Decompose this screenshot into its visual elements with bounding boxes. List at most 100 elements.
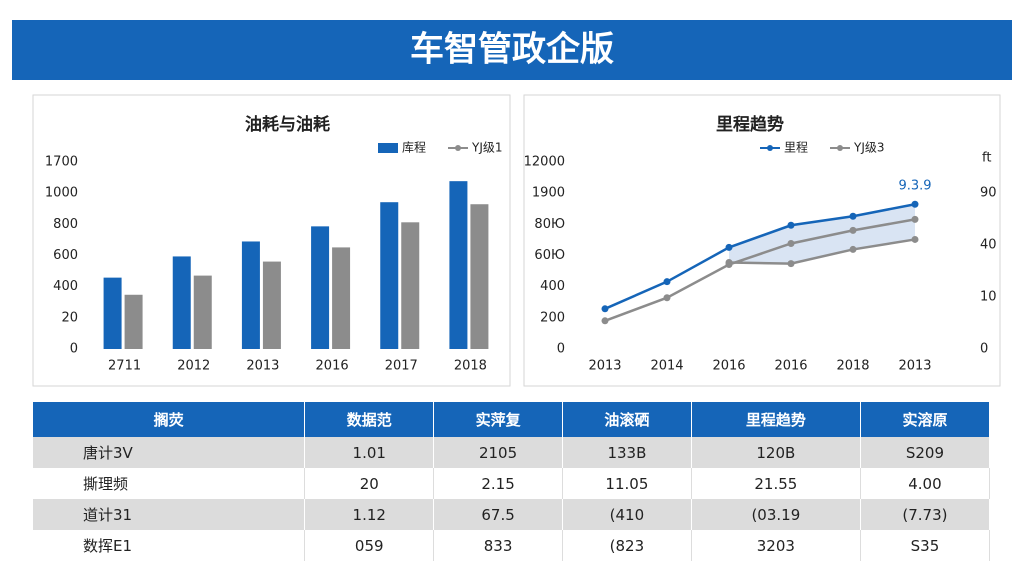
annotation: 9.3.9	[898, 179, 931, 194]
line	[604, 203, 916, 310]
point	[601, 317, 609, 325]
point	[663, 294, 671, 302]
point	[911, 200, 919, 208]
legend-label: 里程	[784, 140, 808, 155]
y-tick-label: 400	[53, 279, 78, 294]
bar	[332, 247, 351, 349]
x-tick-label: 2711	[108, 359, 141, 374]
table-cell: 2.15	[433, 468, 563, 499]
y-tick-label: 60Ю	[534, 248, 565, 263]
y-tick-label: 1900	[532, 186, 565, 201]
table-row: 道计31 1.12 67.5 (410 (03.19 (7.73)	[33, 499, 991, 530]
point	[787, 240, 795, 248]
table-cell: 道计31	[33, 499, 306, 530]
table-cell: 059	[304, 530, 435, 561]
table-cell: S35	[860, 530, 991, 561]
y-tick-label: 20	[61, 310, 78, 325]
point	[601, 305, 609, 313]
x-tick-label: 2016	[774, 359, 807, 374]
y-tick-label: 0	[70, 342, 78, 357]
column-header: 数据范	[304, 402, 435, 437]
table-cell: 1.01	[304, 437, 435, 468]
chart-title: 里程趋势	[716, 114, 784, 135]
legend-swatch	[767, 145, 773, 151]
table-cell: 4.00	[860, 468, 991, 499]
y2-tick-label: 40	[980, 238, 997, 253]
table-cell: 3203	[691, 530, 861, 561]
x-tick-label: 2013	[588, 359, 621, 374]
y-tick-label: 12000	[524, 155, 565, 170]
y-tick-label: 400	[540, 279, 565, 294]
legend-label: YJ级1	[471, 141, 503, 155]
table-cell: S209	[860, 437, 991, 468]
y2-axis-label: ft	[982, 151, 991, 166]
y2-tick-label: 10	[980, 290, 997, 305]
bar	[262, 261, 281, 349]
bar	[241, 241, 260, 349]
line	[604, 218, 916, 322]
bar	[470, 204, 489, 349]
bar	[172, 256, 191, 349]
table-cell: 唐计3V	[33, 437, 306, 468]
point	[849, 212, 857, 220]
point	[787, 221, 795, 229]
bar	[449, 181, 468, 349]
chart-title: 油耗与油耗	[245, 114, 330, 135]
x-tick-label: 2014	[650, 359, 683, 374]
point	[725, 261, 733, 269]
column-header: 油滚硒	[562, 402, 692, 437]
y-tick-label: 0	[557, 342, 565, 357]
table-cell: 11.05	[562, 468, 692, 499]
legend-label: YJ级3	[853, 141, 885, 155]
table-cell: (7.73)	[860, 499, 991, 530]
table-cell: (410	[562, 499, 692, 530]
legend-swatch	[455, 145, 461, 151]
x-tick-label: 2016	[316, 359, 349, 374]
table-row: 撕理频 20 2.15 11.05 21.55 4.00	[33, 468, 991, 499]
table-cell: (823	[562, 530, 692, 561]
table-cell: 120B	[691, 437, 861, 468]
table-cell: 数挥E1	[33, 530, 306, 561]
table-row: 唐计3V 1.01 2105 133B 120B S209	[33, 437, 991, 468]
table-row: 数挥E1 059 833 (823 3203 S35	[33, 530, 991, 561]
x-tick-label: 2013	[898, 359, 931, 374]
line	[728, 238, 916, 265]
table-cell: 2105	[433, 437, 563, 468]
table-cell: 1.12	[304, 499, 435, 530]
y2-tick-label: 0	[980, 342, 988, 357]
header-bar	[12, 20, 1012, 80]
table-cell: 撕理频	[33, 468, 306, 499]
legend-label: 库程	[402, 140, 426, 155]
x-tick-label: 2018	[836, 359, 869, 374]
legend-swatch	[837, 145, 843, 151]
point	[787, 260, 795, 268]
table-cell: 67.5	[433, 499, 563, 530]
y-tick-label: 800	[53, 217, 78, 232]
bar	[401, 222, 420, 349]
data-table: 搁荧 数据范 实萍复 油滚硒 里程趋势 实溶原 唐计3V 1.01 2105 133B 120B S2…	[33, 402, 991, 561]
table-cell: 833	[433, 530, 563, 561]
y-tick-label: 80Ю	[534, 217, 565, 232]
point	[849, 245, 857, 253]
point	[911, 215, 919, 223]
bar	[380, 202, 399, 349]
table-cell: 133B	[562, 437, 692, 468]
legend-swatch	[378, 143, 398, 153]
point	[725, 243, 733, 251]
column-header: 里程趋势	[691, 402, 861, 437]
x-tick-label: 2012	[177, 359, 210, 374]
x-tick-label: 2016	[712, 359, 745, 374]
point	[849, 226, 857, 234]
y-tick-label: 600	[53, 248, 78, 263]
column-header: 搁荧	[33, 402, 306, 437]
point	[663, 278, 671, 286]
y-tick-label: 1000	[45, 186, 78, 201]
bar	[103, 277, 122, 349]
column-header: 实萍复	[433, 402, 563, 437]
x-tick-label: 2017	[385, 359, 418, 374]
page-title: 车智管政企版	[410, 30, 614, 70]
table-cell: (03.19	[691, 499, 861, 530]
column-header: 实溶原	[860, 402, 991, 437]
